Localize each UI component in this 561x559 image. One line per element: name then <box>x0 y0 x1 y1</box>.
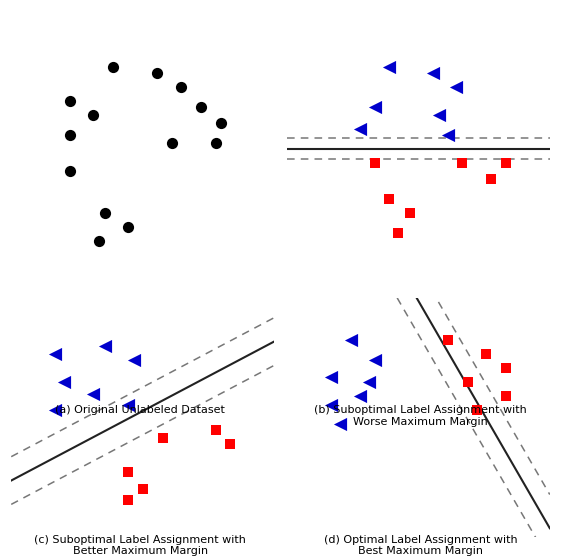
Point <box>364 378 373 387</box>
Point <box>196 102 205 111</box>
Point <box>463 378 472 387</box>
Point <box>452 82 461 91</box>
Point <box>327 372 335 381</box>
Point <box>138 485 147 494</box>
Point <box>123 222 132 231</box>
Point <box>370 102 379 111</box>
Point <box>89 111 98 120</box>
Point <box>443 130 452 139</box>
Point <box>50 350 59 359</box>
Point <box>100 209 109 217</box>
Text: (a) Original Unlabeled Dataset: (a) Original Unlabeled Dataset <box>56 405 225 415</box>
Text: (b) Suboptimal Label Assignment with
Worse Maximum Margin: (b) Suboptimal Label Assignment with Wor… <box>314 405 527 427</box>
Point <box>356 392 365 401</box>
Point <box>65 97 74 106</box>
Point <box>502 364 511 373</box>
Point <box>458 158 467 167</box>
Point <box>65 167 74 176</box>
Point <box>217 119 226 128</box>
Point <box>211 425 220 434</box>
Point <box>159 434 168 443</box>
Point <box>385 63 394 72</box>
Point <box>335 420 344 429</box>
Point <box>502 392 511 401</box>
Point <box>59 378 68 387</box>
Point <box>385 195 394 203</box>
Point <box>65 130 74 139</box>
Point <box>94 237 103 246</box>
Point <box>109 63 118 72</box>
Point <box>123 496 132 505</box>
Point <box>472 406 481 415</box>
Point <box>176 82 185 91</box>
Point <box>123 400 132 409</box>
Point <box>429 68 438 77</box>
Point <box>370 158 379 167</box>
Point <box>443 336 452 345</box>
Point <box>211 139 220 148</box>
Point <box>50 406 59 415</box>
Point <box>405 209 414 217</box>
Point <box>130 356 139 364</box>
Point <box>502 158 511 167</box>
Point <box>327 400 335 409</box>
Point <box>123 468 132 477</box>
Point <box>356 125 365 134</box>
Text: (c) Suboptimal Label Assignment with
Better Maximum Margin: (c) Suboptimal Label Assignment with Bet… <box>34 534 246 556</box>
Point <box>167 139 176 148</box>
Point <box>487 175 496 184</box>
Point <box>434 111 443 120</box>
Point <box>226 439 234 448</box>
Point <box>347 336 356 345</box>
Point <box>153 68 162 77</box>
Point <box>370 356 379 364</box>
Point <box>100 342 109 350</box>
Text: (d) Optimal Label Assignment with
Best Maximum Margin: (d) Optimal Label Assignment with Best M… <box>324 534 518 556</box>
Point <box>481 350 490 359</box>
Point <box>89 389 98 398</box>
Point <box>393 228 402 237</box>
